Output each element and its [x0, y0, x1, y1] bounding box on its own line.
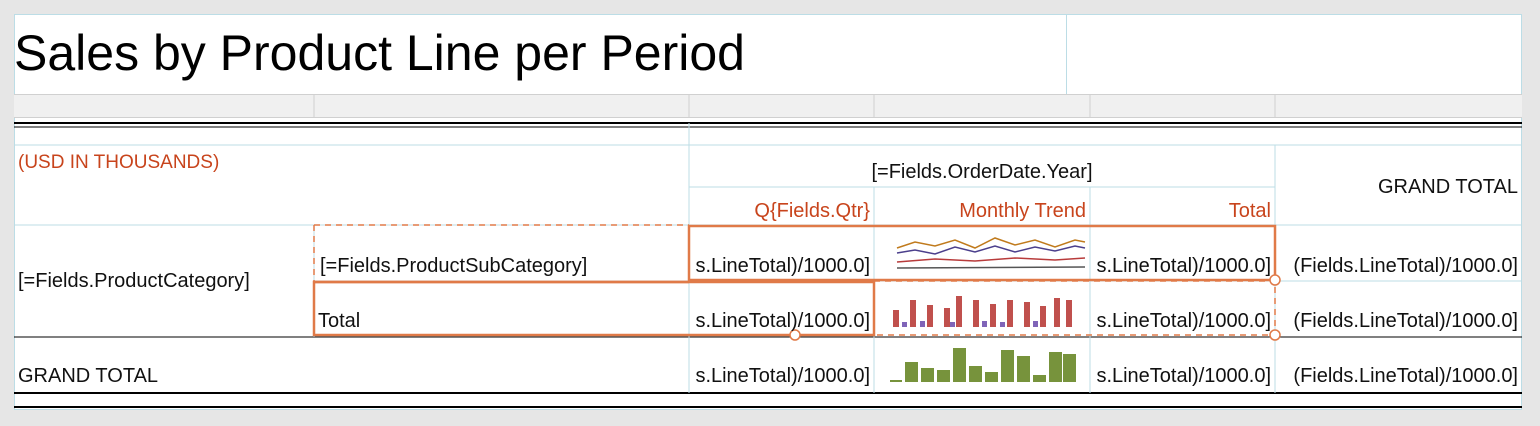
column-header: Monthly Trend: [959, 200, 1086, 222]
grand-total-header: GRAND TOTAL: [1377, 176, 1518, 198]
column-header: Q{Fields.Qtr}: [754, 200, 870, 222]
units-label: (USD IN THOUSANDS): [18, 152, 220, 173]
cell-expression: s.LineTotal)/1000.0]: [1096, 255, 1271, 277]
report-body: [14, 14, 1522, 410]
selection-handles: [789, 274, 1281, 341]
column-header: Total: [1228, 200, 1271, 222]
cell-expression: s.LineTotal)/1000.0]: [695, 310, 870, 332]
cell-expression: s.LineTotal)/1000.0]: [1096, 365, 1271, 387]
cell-expression: (Fields.LineTotal)/1000.0]: [1293, 255, 1518, 277]
column-group-header: [=Fields.OrderDate.Year]: [871, 161, 1093, 183]
selection: [312, 224, 1277, 337]
cell-expression: s.LineTotal)/1000.0]: [695, 365, 870, 387]
report-title: Sales by Product Line per Period: [14, 25, 745, 81]
cell-expression: (Fields.LineTotal)/1000.0]: [1293, 310, 1518, 332]
category-label: [=Fields.ProductCategory]: [18, 270, 250, 292]
title-cell: [1066, 14, 1522, 94]
cell-expression: s.LineTotal)/1000.0]: [695, 255, 870, 277]
column-bar: [14, 94, 1522, 118]
cell-expression: s.LineTotal)/1000.0]: [1096, 310, 1271, 332]
bar-chart-purple: [902, 321, 1038, 327]
cell-expression: (Fields.LineTotal)/1000.0]: [1293, 365, 1518, 387]
bar-chart-green: [890, 348, 1076, 382]
sparkline: [896, 237, 1086, 269]
row-label: GRAND TOTAL: [18, 365, 159, 387]
row-label: Total: [318, 310, 361, 332]
row-label: [=Fields.ProductSubCategory]: [320, 255, 588, 277]
bar-chart-red: [893, 296, 1072, 327]
column-bar-dividers: [313, 94, 1276, 118]
